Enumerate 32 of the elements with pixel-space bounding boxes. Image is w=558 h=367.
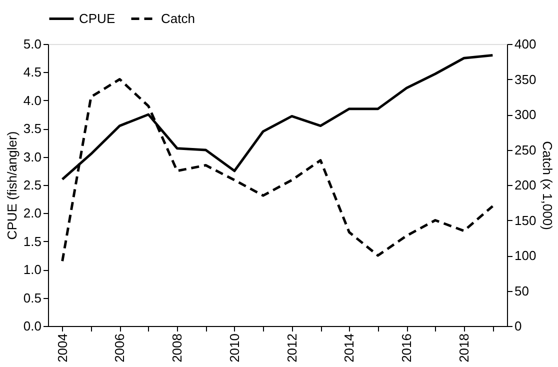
x-tick-label: 2008 <box>170 334 185 362</box>
y2-tick-label: 50 <box>514 283 529 298</box>
y-tick-label: 2.0 <box>23 206 42 221</box>
y-tick-label: 1.0 <box>23 262 42 278</box>
y-tick-label: 2.5 <box>23 178 42 192</box>
legend-label: CPUE <box>79 10 116 26</box>
x-tick-label: 2004 <box>54 334 70 362</box>
legend-label: Catch <box>161 10 195 26</box>
y2-tick-label: 200 <box>514 178 536 192</box>
y2-axis-title: Catch (x 1,000) <box>540 141 556 230</box>
y-tick-label: 4.0 <box>23 92 42 108</box>
y-tick-label: 0.0 <box>23 318 42 334</box>
x-tick-label: 2010 <box>226 334 242 362</box>
y-tick-label: 5.0 <box>23 36 42 52</box>
y-tick-label: 3.5 <box>23 121 42 136</box>
y2-tick-label: 300 <box>514 107 536 122</box>
y2-tick-label: 250 <box>514 142 536 158</box>
y-tick-label: 3.0 <box>23 149 42 164</box>
y2-tick-label: 0 <box>514 318 522 334</box>
x-tick-label: 2012 <box>284 334 300 362</box>
y2-tick-label: 350 <box>514 72 536 87</box>
x-tick-label: 2014 <box>342 334 357 362</box>
y-tick-label: 0.5 <box>23 290 42 306</box>
y-tick-label: 4.5 <box>23 64 42 80</box>
y-axis-title: CPUE (fish/angler) <box>4 131 20 240</box>
y2-tick-label: 100 <box>514 248 536 263</box>
y-tick-label: 1.5 <box>23 234 42 249</box>
x-tick-label: 2006 <box>112 334 128 362</box>
y2-tick-label: 150 <box>514 212 536 228</box>
x-tick-label: 2016 <box>399 334 414 362</box>
x-tick-label: 2018 <box>456 334 472 362</box>
y2-tick-label: 400 <box>514 36 536 52</box>
